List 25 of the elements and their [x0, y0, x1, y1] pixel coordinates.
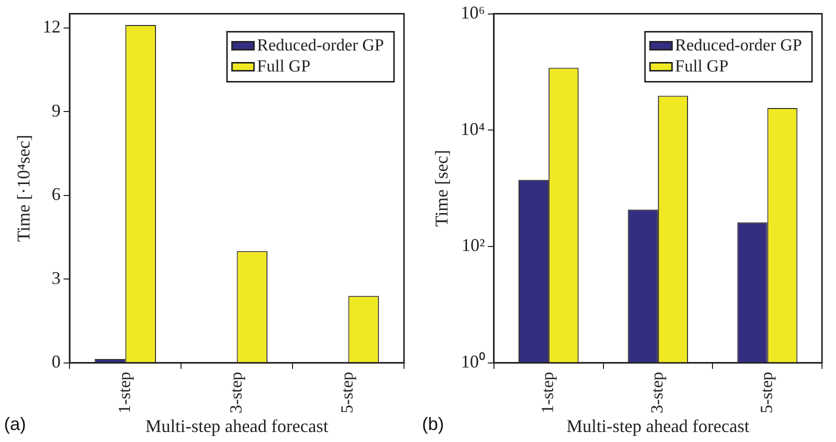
- legend-label: Full GP: [675, 56, 728, 76]
- legend-label: Full GP: [257, 56, 310, 76]
- y-tick-label: 10⁴: [460, 118, 485, 139]
- x-tick-label: 1-step: [114, 372, 134, 414]
- y-tick-label: 10⁰: [460, 352, 485, 372]
- y-axis-title: Time [·10⁴sec]: [14, 134, 34, 242]
- x-axis-title: Multi-step ahead forecast: [145, 416, 328, 436]
- y-tick-label: 3: [52, 268, 61, 288]
- y-tick-label: 12: [42, 16, 61, 36]
- y-tick-label: 10⁶: [460, 2, 485, 23]
- y-tick-label: 6: [52, 184, 61, 204]
- x-tick-label: 3-step: [647, 372, 666, 414]
- y-axis-title: Time [sec]: [432, 150, 452, 227]
- y-tick-label: 9: [52, 100, 61, 120]
- x-tick-label: 3-step: [226, 372, 246, 414]
- text: (b): [422, 414, 444, 434]
- x-tick-label: 5-step: [338, 372, 357, 414]
- x-tick-label: 5-step: [756, 372, 776, 414]
- legend-label: Reduced-order GP: [257, 35, 384, 54]
- y-tick-label: 10²: [461, 235, 485, 256]
- x-tick-label: 1-step: [538, 372, 558, 414]
- x-axis-title: Multi-step ahead forecast: [566, 416, 750, 436]
- y-tick-label: 0: [52, 352, 61, 372]
- legend-label: Reduced-order GP: [675, 35, 802, 54]
- text: (a): [4, 414, 26, 434]
